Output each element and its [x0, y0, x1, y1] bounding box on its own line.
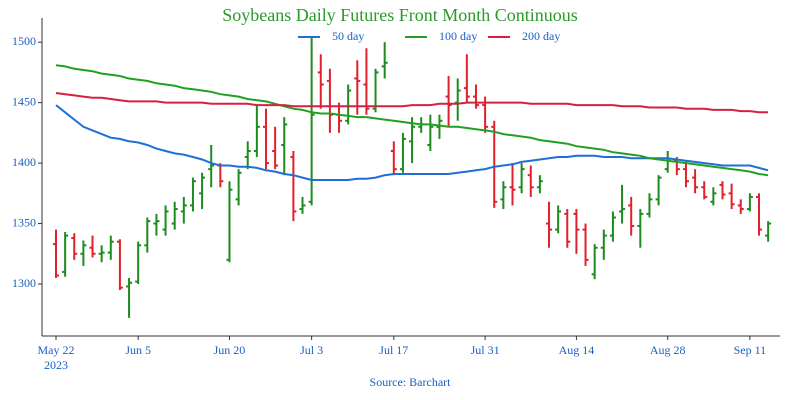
y-tick-label: 1450 [12, 94, 36, 108]
x-tick-label: Jul 17 [379, 343, 408, 357]
x-tick-label: Aug 28 [650, 343, 686, 357]
x-tick-label: May 22 [38, 343, 75, 357]
legend-label: 200 day [522, 29, 560, 43]
x-tick-label: Aug 14 [559, 343, 595, 357]
x-tick-label: Jun 20 [214, 343, 246, 357]
y-tick-label: 1300 [12, 276, 36, 290]
x-tick-label: Sep 11 [734, 343, 767, 357]
y-tick-label: 1500 [12, 34, 36, 48]
x-tick-label: Jul 31 [471, 343, 500, 357]
y-tick-label: 1400 [12, 155, 36, 169]
y-tick-label: 1350 [12, 215, 36, 229]
legend-label: 100 day [439, 29, 477, 43]
source: Source: Barchart [370, 375, 452, 389]
ma-line [55, 92, 769, 114]
legend-label: 50 day [332, 29, 364, 43]
ma-line [55, 64, 769, 177]
x-tick-label: Jul 3 [300, 343, 323, 357]
x-sublabel: 2023 [44, 358, 68, 372]
x-tick-label: Jun 5 [125, 343, 151, 357]
chart-title: Soybeans Daily Futures Front Month Conti… [222, 5, 578, 25]
